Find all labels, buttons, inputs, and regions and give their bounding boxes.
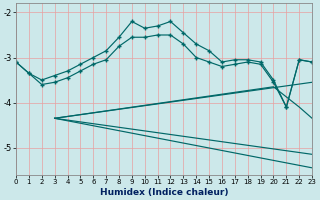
X-axis label: Humidex (Indice chaleur): Humidex (Indice chaleur) <box>100 188 228 197</box>
